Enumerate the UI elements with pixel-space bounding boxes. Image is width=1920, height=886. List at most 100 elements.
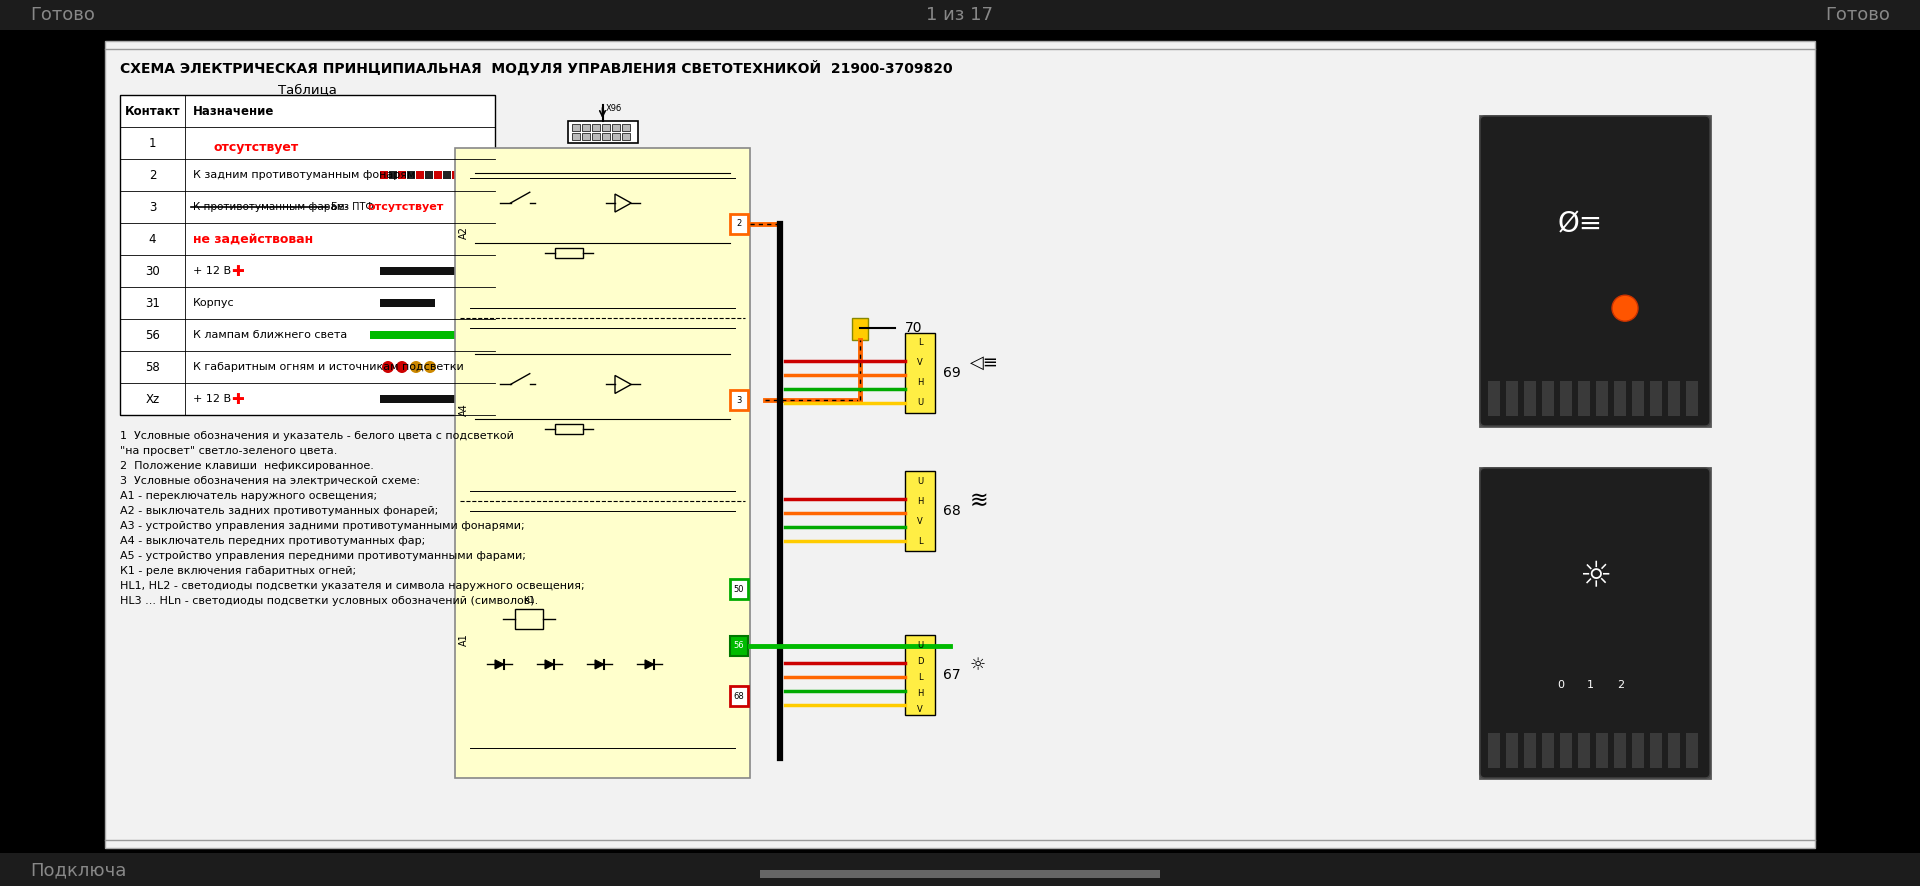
Bar: [611, 133, 620, 140]
Bar: [390, 171, 397, 179]
Bar: [730, 635, 749, 656]
Bar: [515, 610, 543, 629]
Text: К габаритным огням и источникам подсветки: К габаритным огням и источникам подсветк…: [194, 362, 465, 372]
Text: К лампам ближнего света: К лампам ближнего света: [194, 330, 348, 340]
Bar: [760, 870, 1160, 878]
Bar: [515, 171, 522, 179]
Text: 2: 2: [737, 219, 741, 228]
Bar: [1686, 381, 1697, 416]
Text: Таблица: Таблица: [278, 83, 336, 96]
Text: "на просвет" светло-зеленого цвета.: "на просвет" светло-зеленого цвета.: [119, 446, 338, 456]
Text: 69: 69: [943, 366, 960, 379]
Text: 1  Условные обозначения и указатель - белого цвета с подсветкой: 1 Условные обозначения и указатель - бел…: [119, 431, 515, 441]
Text: ◁≡: ◁≡: [970, 354, 998, 371]
Bar: [1632, 733, 1644, 768]
Text: 58: 58: [146, 361, 159, 374]
Bar: [1542, 733, 1553, 768]
Text: отсутствует: отсутствует: [213, 141, 298, 153]
Bar: [601, 133, 609, 140]
Bar: [444, 171, 451, 179]
Bar: [424, 171, 434, 179]
Circle shape: [411, 361, 422, 373]
Bar: [1686, 733, 1697, 768]
Text: Ø≡: Ø≡: [1557, 211, 1603, 238]
Bar: [1480, 468, 1711, 778]
Text: Корпус: Корпус: [194, 298, 234, 308]
Bar: [591, 133, 599, 140]
Text: А2 - выключатель задних противотуманных фонарей;: А2 - выключатель задних противотуманных …: [119, 506, 438, 516]
Text: А1 - переключатель наружного освещения;: А1 - переключатель наружного освещения;: [119, 491, 376, 501]
Circle shape: [424, 361, 436, 373]
Bar: [572, 124, 580, 131]
Text: А3 - устройство управления задними противотуманными фонарями;: А3 - устройство управления задними проти…: [119, 521, 524, 531]
Bar: [1524, 733, 1536, 768]
Bar: [572, 133, 580, 140]
Text: U: U: [918, 477, 924, 486]
Text: H: H: [918, 378, 924, 387]
Bar: [1632, 381, 1644, 416]
Text: К1 - реле включения габаритных огней;: К1 - реле включения габаритных огней;: [119, 566, 355, 576]
Bar: [1615, 733, 1626, 768]
Text: A4: A4: [459, 403, 468, 416]
Bar: [1488, 381, 1500, 416]
Text: 68: 68: [733, 692, 745, 701]
Text: Контакт: Контакт: [125, 105, 180, 118]
Text: К задним противотуманным фонарям: К задним противотуманным фонарям: [194, 170, 415, 180]
Text: ✚: ✚: [230, 263, 244, 278]
Bar: [1505, 733, 1519, 768]
Polygon shape: [545, 660, 555, 669]
Text: Xz: Xz: [146, 392, 159, 406]
Text: L: L: [918, 537, 922, 546]
Text: ☼: ☼: [1578, 559, 1611, 594]
Text: HL1, HL2 - светодиоды подсветки указателя и символа наружного освещения;: HL1, HL2 - светодиоды подсветки указател…: [119, 581, 584, 591]
Bar: [730, 214, 749, 234]
Bar: [407, 171, 415, 179]
Text: H: H: [918, 497, 924, 506]
Bar: [0, 853, 1920, 886]
Bar: [470, 171, 478, 179]
Bar: [380, 171, 388, 179]
Bar: [371, 331, 555, 339]
Bar: [622, 133, 630, 140]
Bar: [582, 133, 589, 140]
Text: D: D: [916, 657, 924, 665]
Bar: [852, 318, 868, 340]
Text: V: V: [918, 704, 924, 713]
Text: + 12 В: + 12 В: [194, 394, 230, 404]
Bar: [1505, 381, 1519, 416]
Text: 67: 67: [943, 668, 960, 682]
Text: + 12 В: + 12 В: [194, 266, 230, 276]
Bar: [555, 248, 584, 258]
Text: 68: 68: [943, 504, 960, 518]
Bar: [591, 124, 599, 131]
Text: 2: 2: [148, 168, 156, 182]
Bar: [380, 395, 555, 403]
Bar: [541, 171, 549, 179]
Bar: [417, 171, 424, 179]
Text: ≋: ≋: [970, 491, 989, 511]
Bar: [497, 171, 505, 179]
Bar: [904, 471, 935, 551]
Text: Подключа: Подключа: [31, 861, 127, 879]
Bar: [1559, 381, 1572, 416]
Polygon shape: [595, 660, 605, 669]
Bar: [730, 390, 749, 410]
Text: 50: 50: [733, 585, 745, 594]
Text: отсутствует: отсутствует: [369, 202, 444, 212]
Bar: [106, 41, 1814, 848]
Bar: [524, 171, 532, 179]
Text: СХЕМА ЭЛЕКТРИЧЕСКАЯ ПРИНЦИПИАЛЬНАЯ  МОДУЛЯ УПРАВЛЕНИЯ СВЕТОТЕХНИКОЙ  21900-37098: СХЕМА ЭЛЕКТРИЧЕСКАЯ ПРИНЦИПИАЛЬНАЯ МОДУЛ…: [119, 61, 952, 76]
Text: U: U: [918, 398, 924, 407]
Text: 1: 1: [148, 136, 156, 150]
Text: 56: 56: [733, 641, 745, 650]
Text: V: V: [918, 517, 924, 525]
Text: Х9б: Х9б: [605, 104, 622, 113]
Bar: [904, 635, 935, 715]
Bar: [601, 124, 609, 131]
Bar: [1668, 733, 1680, 768]
FancyBboxPatch shape: [1480, 116, 1711, 426]
Text: 3  Условные обозначения на электрической схеме:: 3 Условные обозначения на электрической …: [119, 476, 420, 486]
Bar: [568, 121, 637, 143]
Bar: [611, 124, 620, 131]
Bar: [1578, 733, 1590, 768]
